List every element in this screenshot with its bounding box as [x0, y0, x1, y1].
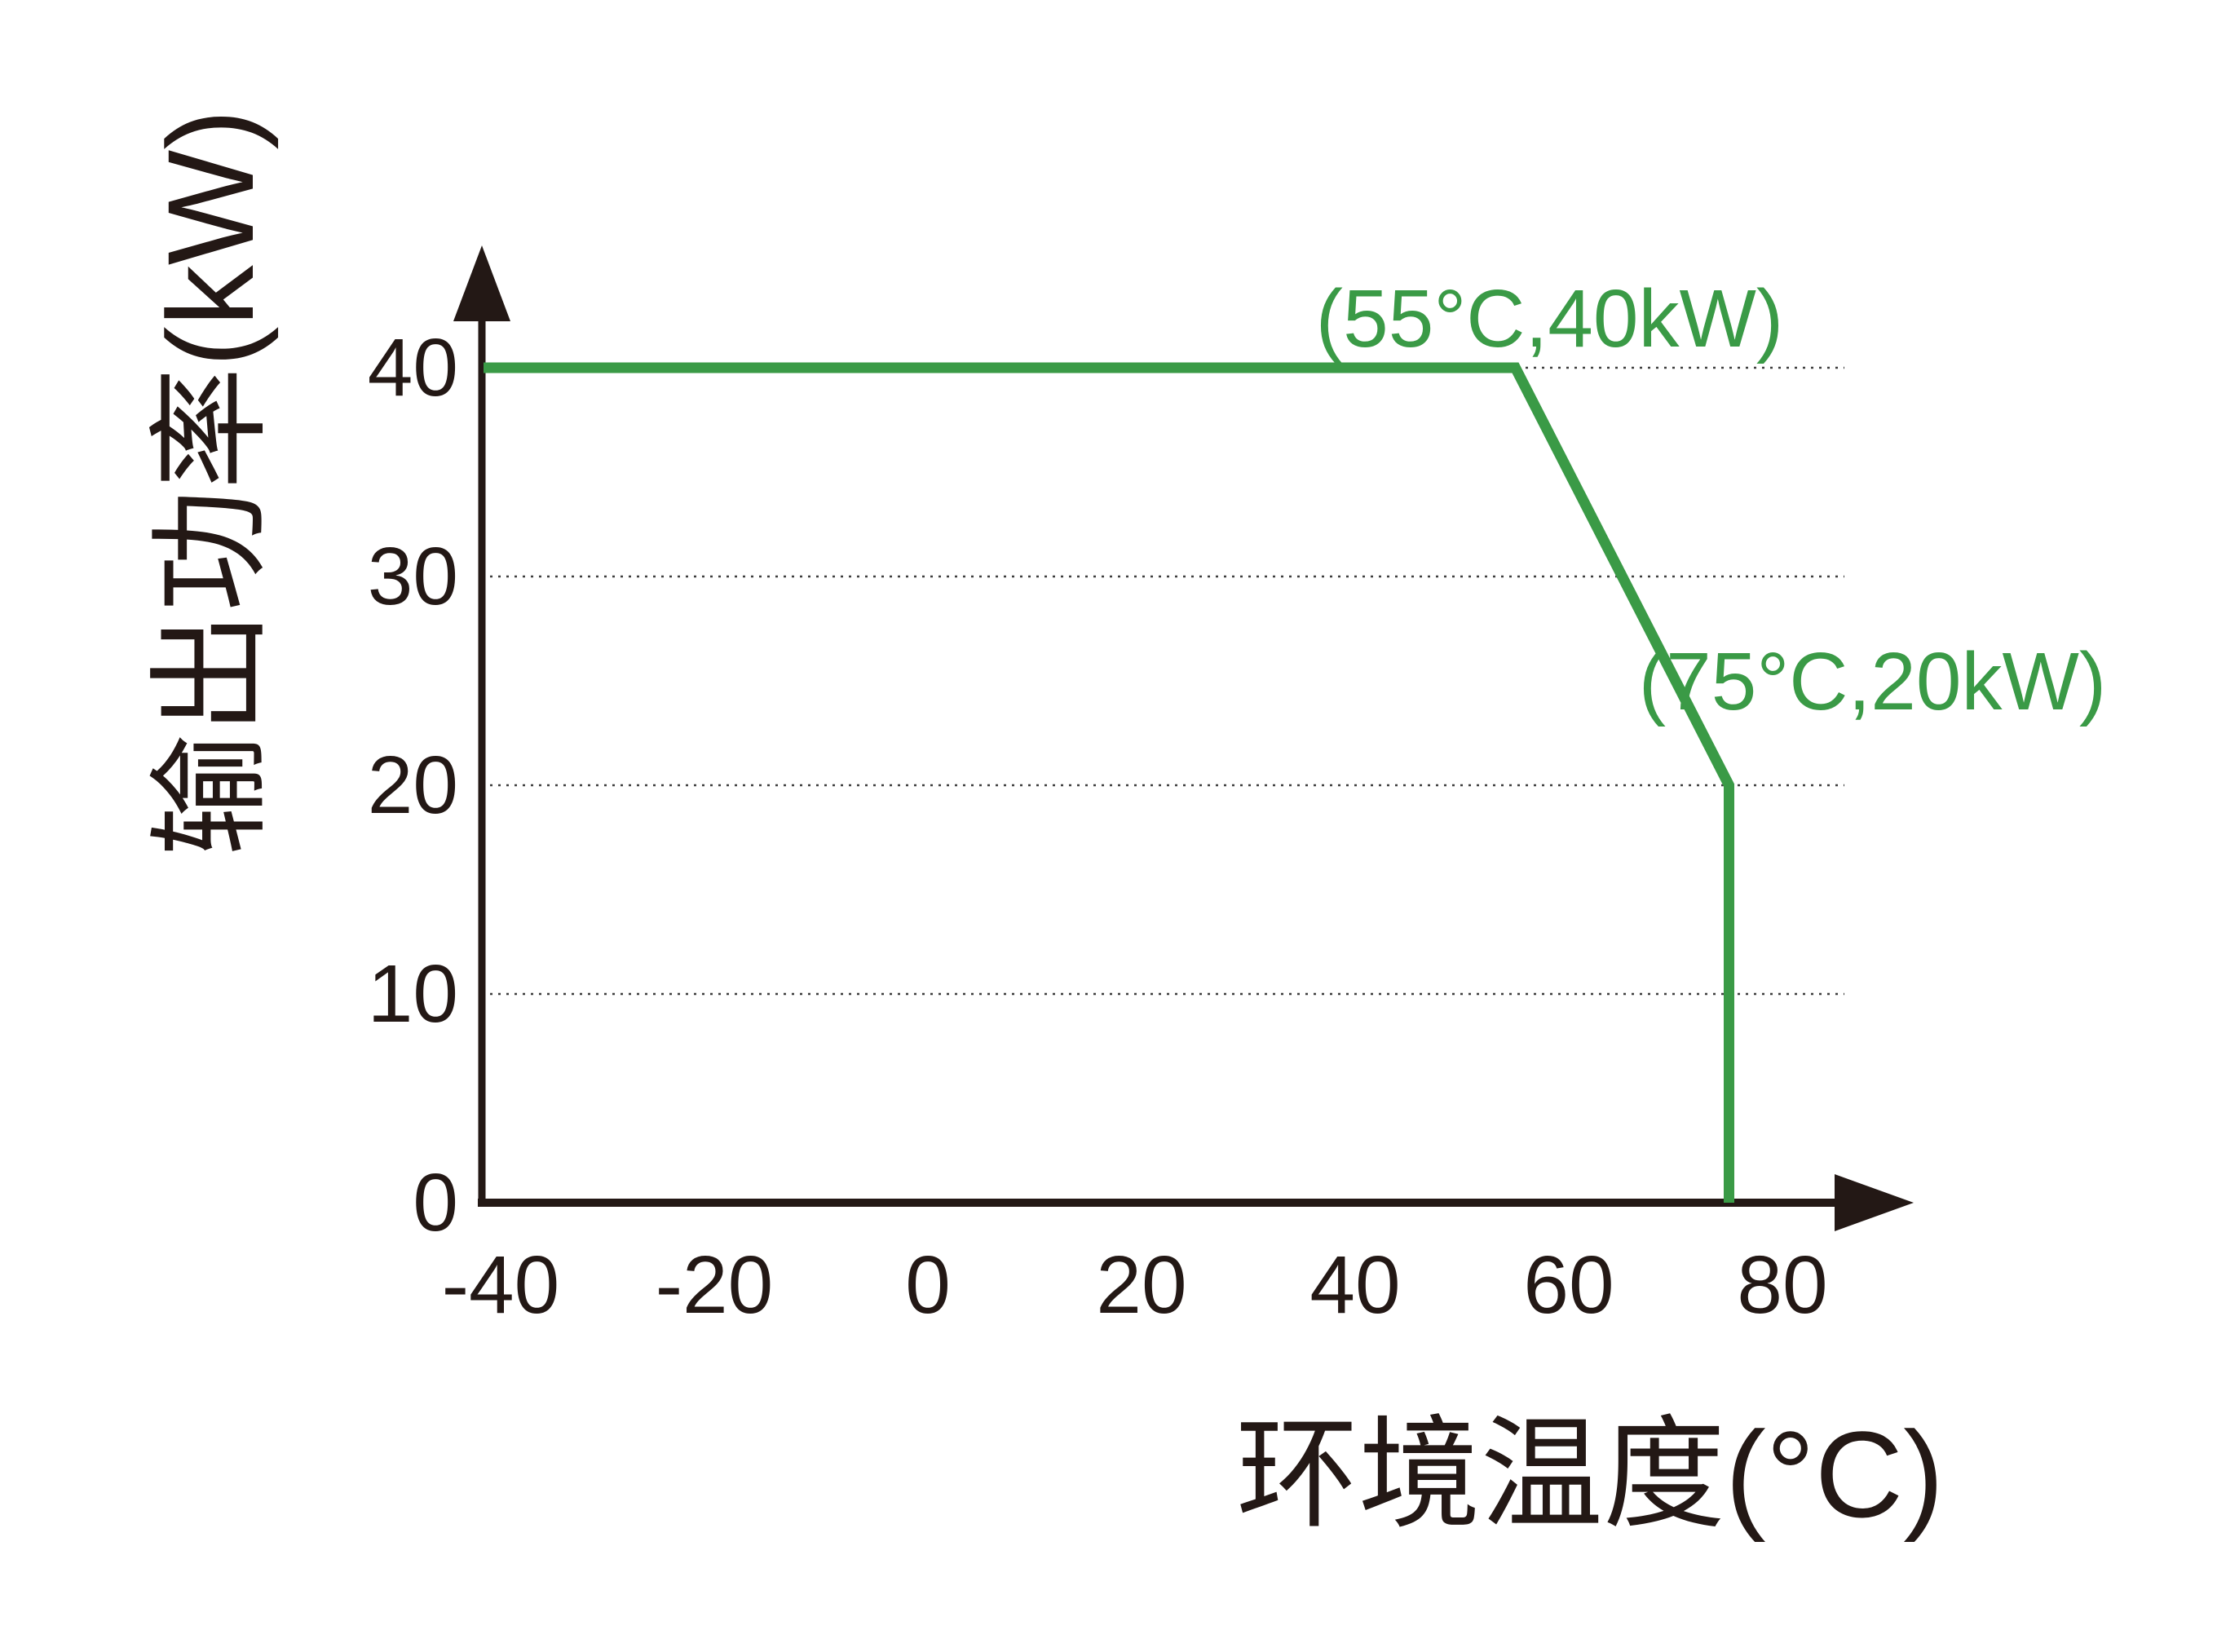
power-curve-group — [484, 362, 1734, 1203]
x-tick-label--40: -40 — [442, 1239, 560, 1331]
y-tick-label-40: 40 — [368, 322, 458, 413]
x-axis-arrowhead-icon — [1835, 1174, 1914, 1231]
y-tick-label-30: 30 — [368, 531, 458, 622]
axes — [453, 245, 1914, 1231]
annotation-point-1: (55°C,40kW) — [1316, 273, 1783, 364]
x-tick-label-0: 0 — [905, 1239, 951, 1331]
x-tick-label-40: 40 — [1309, 1239, 1400, 1331]
y-tick-label-10: 10 — [368, 948, 458, 1040]
x-tick-label--20: -20 — [656, 1239, 774, 1331]
y-axis-arrowhead-icon — [453, 245, 510, 321]
x-tick-label-60: 60 — [1523, 1239, 1614, 1331]
x-tick-label-80: 80 — [1737, 1239, 1827, 1331]
y-tick-label-0: 0 — [413, 1157, 458, 1248]
x-tick-labels: -40 -20 0 20 40 60 80 — [442, 1239, 1828, 1331]
y-axis-title: 输出功率(kW) — [142, 109, 279, 856]
annotation-point-2: (75°C,20kW) — [1639, 636, 2106, 727]
y-tick-labels: 0 10 20 30 40 — [368, 322, 458, 1248]
y-tick-label-20: 20 — [368, 740, 458, 831]
x-tick-label-20: 20 — [1096, 1239, 1186, 1331]
annotations: (55°C,40kW) (75°C,20kW) — [1316, 273, 2106, 727]
x-axis-title: 环境温度(°C) — [1236, 1406, 1944, 1543]
power-curve — [484, 362, 1734, 1203]
